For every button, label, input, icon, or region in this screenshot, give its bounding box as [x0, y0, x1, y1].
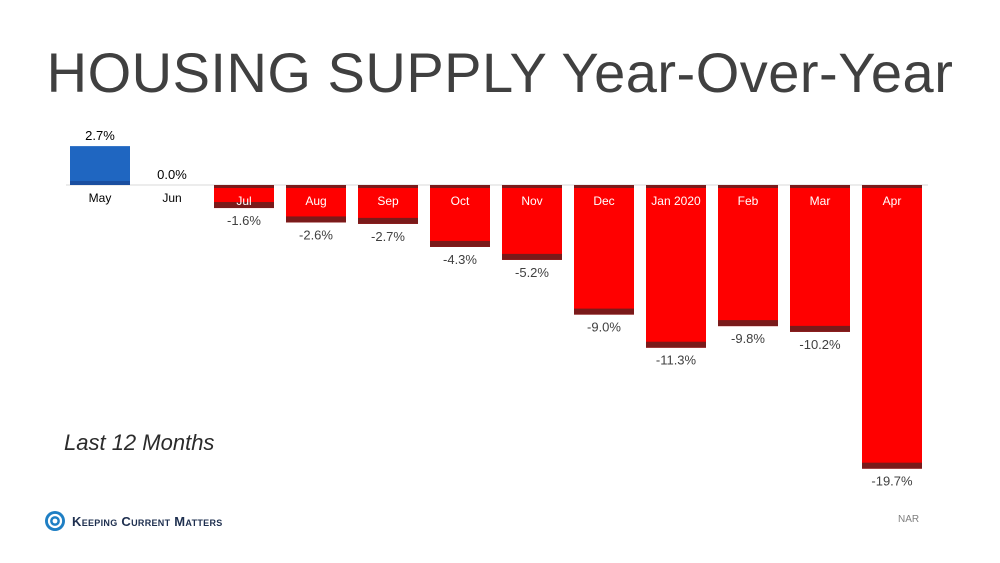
bar-bottom-strip: [718, 320, 778, 327]
bar-bottom-strip: [862, 462, 922, 469]
data-label: -1.6%: [227, 213, 261, 228]
bar-bottom-strip: [430, 240, 490, 247]
bar: [286, 185, 346, 223]
bar-bottom-strip: [502, 253, 562, 260]
bar-base-strip: [70, 181, 130, 185]
bar-top-strip: [574, 185, 634, 188]
bar: [358, 185, 418, 224]
bar-bottom-strip: [358, 217, 418, 224]
data-label: -4.3%: [443, 252, 477, 267]
bar: [502, 185, 562, 260]
data-label: -2.6%: [299, 227, 333, 242]
category-label: Apr: [883, 194, 902, 208]
bar-bottom-strip: [790, 325, 850, 332]
category-label: Jul: [236, 194, 251, 208]
bar: [430, 185, 490, 247]
bar: [718, 185, 778, 327]
bar-top-strip: [646, 185, 706, 188]
data-label: -11.3%: [656, 353, 697, 368]
category-label: Dec: [593, 194, 614, 208]
bar-bottom-strip: [214, 202, 274, 209]
category-label: Jun: [162, 191, 181, 205]
bar-top-strip: [502, 185, 562, 188]
category-label: Nov: [521, 194, 542, 208]
category-label: Jan 2020: [651, 194, 701, 208]
bar-bottom-strip: [286, 216, 346, 223]
bar-top-strip: [430, 185, 490, 188]
bar-top-strip: [790, 185, 850, 188]
bar: [574, 185, 634, 315]
bar-top-strip: [862, 185, 922, 188]
category-label: Mar: [810, 194, 831, 208]
chart-subtitle: Last 12 Months: [64, 430, 215, 455]
bar-bottom-strip: [574, 308, 634, 315]
data-label: -5.2%: [515, 265, 549, 280]
bar: [790, 185, 850, 332]
data-label: 0.0%: [157, 167, 187, 182]
chart-title: HOUSING SUPPLY Year-Over-Year: [46, 41, 954, 104]
data-label: -19.7%: [871, 474, 913, 489]
logo-text: Keeping Current Matters: [72, 513, 223, 529]
bar-top-strip: [358, 185, 418, 188]
bar-top-strip: [214, 185, 274, 188]
category-label: Feb: [738, 194, 759, 208]
bar: [646, 185, 706, 348]
kcm-swirl-icon: [45, 511, 65, 531]
data-label: -10.2%: [799, 337, 841, 352]
category-label: May: [89, 191, 112, 205]
category-label: Sep: [377, 194, 399, 208]
bar: [862, 185, 922, 469]
bar-top-strip: [718, 185, 778, 188]
source-label: NAR: [898, 514, 920, 525]
data-label: -9.0%: [587, 320, 621, 335]
kcm-logo: Keeping Current Matters: [44, 510, 223, 532]
bar-bottom-strip: [646, 341, 706, 348]
data-label: 2.7%: [85, 128, 115, 143]
bar-top-strip: [286, 185, 346, 188]
category-label: Oct: [451, 194, 470, 208]
category-label: Aug: [305, 194, 326, 208]
data-label: -9.8%: [731, 331, 765, 346]
bar: [70, 146, 130, 185]
data-label: -2.7%: [371, 229, 405, 244]
